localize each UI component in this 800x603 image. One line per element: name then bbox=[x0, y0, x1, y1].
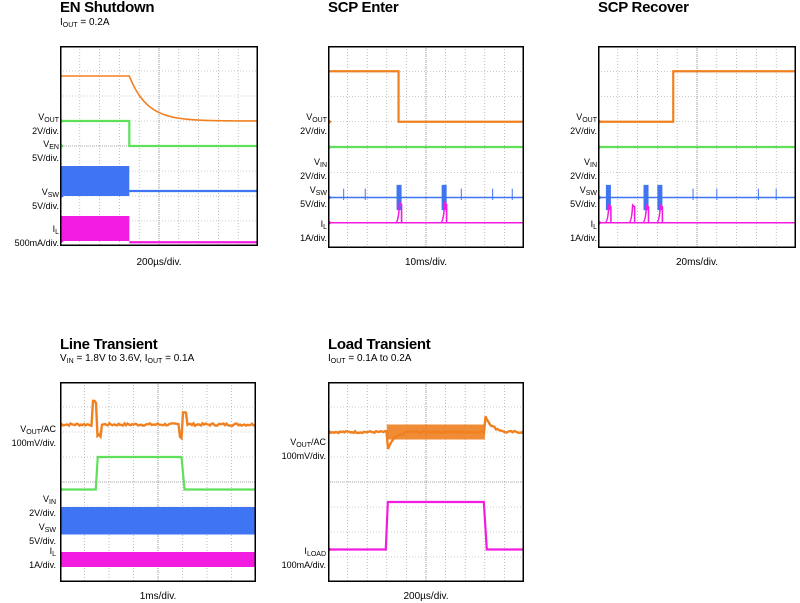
label-suffix: /AC bbox=[311, 437, 326, 447]
label-scale: 2V/div. bbox=[300, 171, 327, 181]
subtitle-part: V bbox=[60, 353, 67, 364]
label-scale: 2V/div. bbox=[29, 508, 56, 518]
label-sub: IN bbox=[590, 162, 597, 169]
xlabel-scp-recover: 20ms/div. bbox=[598, 257, 796, 268]
label-sub: OUT bbox=[296, 442, 311, 449]
label-en-vsw: VSW 5V/div. bbox=[32, 187, 59, 211]
label-sub: OUT bbox=[26, 429, 41, 436]
label-sub: SW bbox=[48, 192, 59, 199]
label-sub: SW bbox=[45, 527, 56, 534]
label-sub: OUT bbox=[312, 117, 327, 124]
subtitle-line-transient: VIN = 1.8V to 3.6V, IOUT = 0.1A bbox=[60, 353, 194, 368]
xlabel-scp-enter: 10ms/div. bbox=[328, 257, 524, 268]
label-line-il: IL 1A/div. bbox=[29, 546, 56, 570]
subtitle-part: = 0.1A bbox=[162, 353, 194, 364]
title-load-transient: Load Transient bbox=[328, 337, 431, 353]
label-scpr-vsw: VSW 5V/div. bbox=[570, 185, 597, 209]
label-scale: 100mV/div. bbox=[282, 451, 326, 461]
label-sub: EN bbox=[49, 144, 59, 151]
label-scale: 100mV/div. bbox=[12, 438, 56, 448]
label-sub: LOAD bbox=[307, 551, 326, 558]
il-switching-band bbox=[60, 216, 129, 241]
label-scale: 5V/div. bbox=[32, 201, 59, 211]
label-sub: L bbox=[55, 229, 59, 236]
label-scpe-vout: VOUT 2V/div. bbox=[300, 112, 327, 136]
label-scale: 5V/div. bbox=[570, 199, 597, 209]
label-sub: SW bbox=[316, 190, 327, 197]
subtitle-en-shutdown: IOUT = 0.2A bbox=[60, 17, 110, 32]
label-load-iload: ILOAD 100mA/div. bbox=[282, 546, 326, 570]
xlabel-load-transient: 200µs/div. bbox=[328, 591, 524, 602]
label-scale: 2V/div. bbox=[570, 126, 597, 136]
label-sub: IN bbox=[49, 499, 56, 506]
title-line-transient: Line Transient bbox=[60, 337, 158, 353]
vsw-switching-band bbox=[60, 507, 256, 535]
label-scpr-vout: VOUT 2V/div. bbox=[570, 112, 597, 136]
label-sub: L bbox=[323, 224, 327, 231]
label-sub: L bbox=[593, 224, 597, 231]
label-line-vsw: VSW 5V/div. bbox=[29, 522, 56, 546]
il-pulse bbox=[629, 205, 635, 223]
vsw-switching-band bbox=[60, 166, 129, 196]
vout-ac-trace bbox=[60, 401, 255, 438]
label-scale: 2V/div. bbox=[570, 171, 597, 181]
subtitle-sub: OUT bbox=[148, 358, 163, 365]
label-en-il: IL 500mA/div. bbox=[15, 224, 59, 248]
subtitle-sub: IN bbox=[67, 358, 74, 365]
label-scale: 2V/div. bbox=[300, 126, 327, 136]
subtitle-part: = 0.1A to 0.2A bbox=[346, 353, 412, 364]
label-scale: 2V/div. bbox=[32, 126, 59, 136]
label-sub: OUT bbox=[582, 117, 597, 124]
label-scale: 1A/div. bbox=[300, 233, 327, 243]
xlabel-line-transient: 1ms/div. bbox=[60, 591, 256, 602]
label-suffix: /AC bbox=[41, 424, 56, 434]
label-line-vin: VIN 2V/div. bbox=[29, 494, 56, 518]
scope-line-transient bbox=[60, 382, 256, 582]
label-sub: OUT bbox=[44, 117, 59, 124]
label-scale: 5V/div. bbox=[300, 199, 327, 209]
label-scale: 1A/div. bbox=[29, 560, 56, 570]
label-sub: L bbox=[52, 551, 56, 558]
label-scpr-il: IL 1A/div. bbox=[570, 219, 597, 243]
label-scpe-il: IL 1A/div. bbox=[300, 219, 327, 243]
il-switching-band bbox=[60, 552, 256, 567]
title-scp-enter: SCP Enter bbox=[328, 0, 398, 16]
subtitle-part: = 1.8V to 3.6V, I bbox=[74, 353, 148, 364]
subtitle-part: = 0.2A bbox=[78, 17, 110, 28]
label-scale: 100mA/div. bbox=[282, 560, 326, 570]
scope-scp-enter bbox=[328, 46, 524, 248]
label-line-vout: VOUT/AC 100mV/div. bbox=[12, 424, 56, 448]
label-scale: 5V/div. bbox=[32, 153, 59, 163]
label-scpe-vin: VIN 2V/div. bbox=[300, 157, 327, 181]
scope-en-shutdown bbox=[60, 46, 258, 246]
label-en-ven: VEN 5V/div. bbox=[32, 139, 59, 163]
xlabel-en-shutdown: 200µs/div. bbox=[60, 257, 258, 268]
subtitle-load-transient: IOUT = 0.1A to 0.2A bbox=[328, 353, 411, 368]
subtitle-sub: OUT bbox=[63, 22, 78, 29]
vout-ac-trace bbox=[328, 416, 523, 449]
label-scale: 5V/div. bbox=[29, 536, 56, 546]
label-scpe-vsw: VSW 5V/div. bbox=[300, 185, 327, 209]
label-scale: 500mA/div. bbox=[15, 238, 59, 248]
title-scp-recover: SCP Recover bbox=[598, 0, 689, 16]
label-en-vout: VOUT 2V/div. bbox=[32, 112, 59, 136]
scope-load-transient bbox=[328, 382, 524, 582]
scope-scp-recover bbox=[598, 46, 796, 248]
label-sub: IN bbox=[320, 162, 327, 169]
title-en-shutdown: EN Shutdown bbox=[60, 0, 154, 16]
label-scpr-vin: VIN 2V/div. bbox=[570, 157, 597, 181]
label-sub: SW bbox=[586, 190, 597, 197]
subtitle-sub: OUT bbox=[331, 358, 346, 365]
label-load-vout: VOUT/AC 100mV/div. bbox=[282, 437, 326, 461]
label-scale: 1A/div. bbox=[570, 233, 597, 243]
